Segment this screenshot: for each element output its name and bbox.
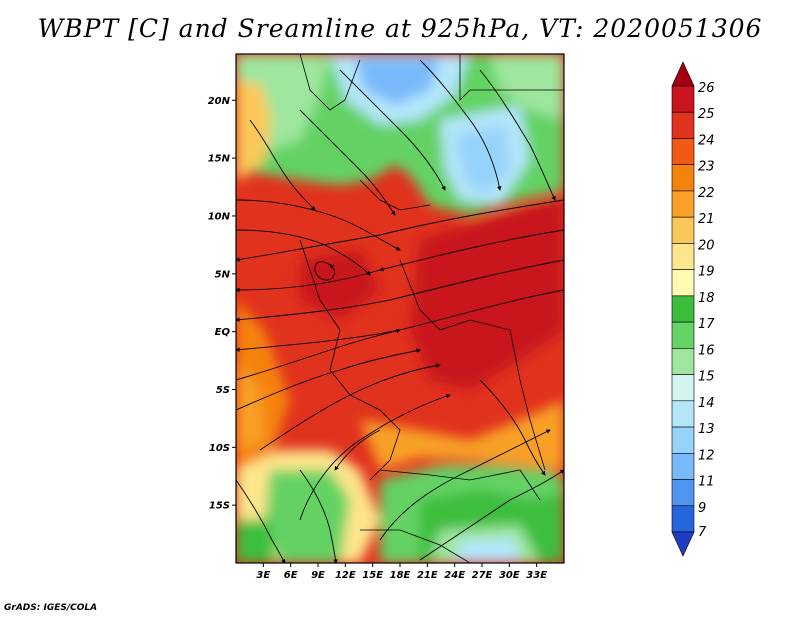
lon-tick-label: 6E (284, 570, 298, 581)
colorbar-segment (671, 505, 695, 533)
colorbar: 26 25 24 23 22 21 20 19 18 17 16 15 14 13 12 11 9 7 (671, 61, 715, 557)
colorbar-segment (671, 85, 695, 113)
colorbar-level-label: 19 (698, 265, 715, 280)
latitude-axis: 20N 15N 10N 5N EQ 5S 10S 15S (208, 96, 236, 512)
lon-tick-label: 12E (335, 570, 356, 581)
lat-tick-label: 5S (216, 385, 230, 396)
chart-title: WBPT [C] and Sreamline at 925hPa, VT: 20… (37, 14, 763, 43)
colorbar-level-label: 20 (698, 238, 715, 253)
lon-tick-label: 3E (256, 570, 270, 581)
colorbar-segment (671, 452, 695, 480)
colorbar-level-label: 14 (698, 396, 715, 411)
colorbar-segment (671, 321, 695, 349)
colorbar-level-label: 26 (698, 81, 715, 96)
lon-tick-label: 15E (362, 570, 383, 581)
colorbar-segment (671, 190, 695, 218)
colorbar-segment (671, 348, 695, 375)
colorbar-level-label: 11 (698, 475, 715, 490)
colorbar-min-triangle (671, 531, 695, 557)
colorbar-level-label: 12 (698, 448, 715, 463)
wbpt-shading (236, 54, 564, 563)
colorbar-level-label: 23 (698, 160, 715, 175)
lat-tick-label: 10N (208, 211, 231, 222)
colorbar-segment (671, 216, 695, 244)
lat-tick-label: 10S (209, 443, 230, 454)
colorbar-segment (671, 138, 695, 166)
lat-tick-label: EQ (215, 327, 231, 338)
lon-tick-label: 18E (390, 570, 411, 581)
colorbar-segment (671, 164, 695, 192)
lon-tick-label: 30E (499, 570, 520, 581)
lat-tick-label: 20N (208, 96, 231, 107)
lat-tick-label: 5N (215, 269, 231, 280)
longitude-axis: 3E 6E 9E 12E 15E 18E 21E 24E 27E 30E 33E (256, 563, 547, 581)
lat-tick-label: 15N (208, 154, 231, 165)
lon-tick-label: 24E (444, 570, 465, 581)
colorbar-level-label: 21 (698, 212, 715, 227)
colorbar-segment (671, 243, 695, 270)
colorbar-segment (671, 400, 695, 428)
colorbar-segment (671, 426, 695, 454)
colorbar-level-label: 15 (698, 370, 715, 385)
colorbar-level-label: 25 (698, 107, 715, 122)
colorbar-level-label: 9 (698, 501, 706, 516)
colorbar-level-label: 16 (698, 343, 715, 358)
colorbar-level-label: 17 (698, 317, 715, 332)
colorbar-level-label: 24 (698, 133, 715, 148)
streamlines (236, 59, 564, 563)
colorbar-segment (671, 111, 695, 139)
lon-tick-label: 21E (417, 570, 438, 581)
colorbar-level-label: 18 (698, 291, 715, 306)
colorbar-segment (671, 374, 695, 402)
lon-tick-label: 9E (311, 570, 325, 581)
grads-credit: GrADS: IGES/COLA (4, 603, 98, 613)
colorbar-max-triangle (671, 61, 695, 87)
colorbar-level-label: 7 (698, 525, 707, 540)
lon-tick-label: 33E (526, 570, 547, 581)
colorbar-segment (671, 269, 695, 297)
colorbar-level-label: 13 (698, 422, 715, 437)
colorbar-segment (671, 295, 695, 323)
lat-tick-label: 15S (209, 501, 230, 512)
lon-tick-label: 27E (472, 570, 493, 581)
colorbar-level-label: 22 (698, 186, 715, 201)
colorbar-segment (671, 479, 695, 507)
